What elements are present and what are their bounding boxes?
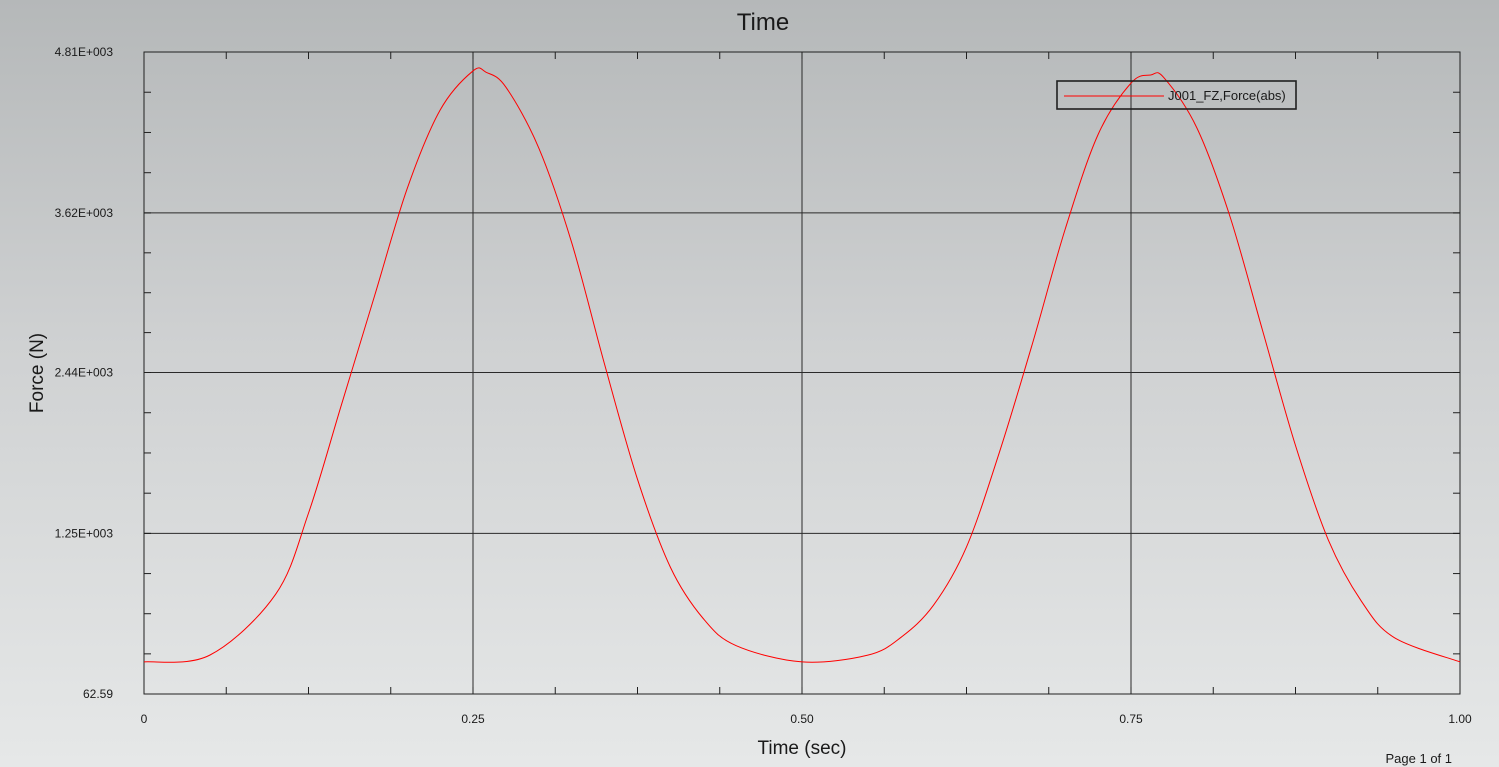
series-line <box>143 67 1461 663</box>
y-axis-label: Force (N) <box>27 333 48 413</box>
y-tick-labels: 62.59 1.25E+003 2.44E+003 3.62E+003 4.81E+00… <box>55 45 114 701</box>
x-axis-label: Time (sec) <box>757 738 846 759</box>
x-tick-label: 0.50 <box>790 712 814 726</box>
y-tick-label: 2.44E+003 <box>55 365 114 379</box>
x-tick-label: 1.00 <box>1448 712 1472 726</box>
x-tick-label: 0.75 <box>1119 712 1143 726</box>
grid <box>144 52 1460 694</box>
plot-frame <box>143 51 1461 695</box>
minor-ticks <box>143 51 1461 695</box>
y-tick-label: 62.59 <box>83 687 113 701</box>
series-layer <box>143 67 1461 663</box>
x-tick-label: 0 <box>141 712 148 726</box>
x-tick-label: 0.25 <box>461 712 485 726</box>
page-indicator: Page 1 of 1 <box>1386 751 1453 766</box>
legend-label: J001_FZ,Force(abs) <box>1168 88 1286 103</box>
y-tick-label: 1.25E+003 <box>55 526 114 540</box>
y-tick-label: 3.62E+003 <box>55 206 114 220</box>
legend: J001_FZ,Force(abs) <box>1056 80 1297 110</box>
x-tick-labels: 0 0.25 0.50 0.75 1.00 <box>141 712 1472 726</box>
legend-box <box>1056 80 1297 110</box>
y-tick-label: 4.81E+003 <box>55 45 114 59</box>
chart-title: Time <box>737 9 789 36</box>
